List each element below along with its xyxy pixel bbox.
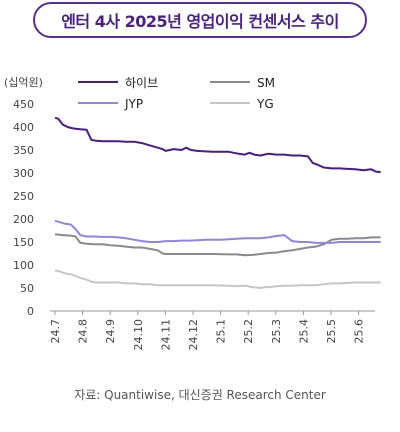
x-tick-label: 25.1 bbox=[215, 319, 228, 344]
y-tick-label: 250 bbox=[13, 190, 34, 203]
x-tick-label: 24.10 bbox=[132, 319, 145, 351]
x-tick-label: 25.5 bbox=[325, 319, 338, 344]
legend-label: YG bbox=[256, 97, 274, 111]
x-tick-label: 25.6 bbox=[353, 319, 366, 344]
x-tick-label: 24.12 bbox=[187, 319, 200, 351]
y-tick-label: 150 bbox=[13, 236, 34, 249]
y-axis: 0 50 100 150 200 250 300 350 400 450 bbox=[13, 98, 375, 318]
y-axis-unit: (십억원) bbox=[4, 76, 43, 89]
series-line-YG bbox=[54, 269, 381, 289]
chart-title-pill: 엔터 4사 2025년 영업이익 컨센서스 추이 bbox=[33, 2, 367, 38]
y-tick-label: 300 bbox=[13, 167, 34, 180]
y-tick-label: 400 bbox=[13, 121, 34, 134]
x-tick-label: 24.11 bbox=[159, 319, 172, 351]
legend-label: JYP bbox=[124, 97, 143, 111]
source-note: 자료: Quantiwise, 대신증권 Research Center bbox=[74, 388, 326, 402]
x-tick-label: 24.9 bbox=[104, 319, 117, 344]
legend-label: SM bbox=[257, 76, 275, 90]
y-tick-label: 50 bbox=[20, 282, 34, 295]
y-tick-label: 200 bbox=[13, 213, 34, 226]
series-line-JYP bbox=[54, 219, 381, 244]
series-line-하이브 bbox=[54, 116, 381, 174]
x-tick-label: 25.4 bbox=[297, 319, 310, 344]
y-tick-label: 100 bbox=[13, 259, 34, 272]
x-tick-label: 24.7 bbox=[49, 319, 62, 344]
y-tick-label: 350 bbox=[13, 144, 34, 157]
series-lines bbox=[54, 116, 381, 289]
legend: 하이브 SM JYP YG bbox=[78, 76, 275, 111]
x-tick-label: 25.2 bbox=[242, 319, 255, 344]
x-tick-label: 24.8 bbox=[77, 319, 90, 344]
line-chart: 0 50 100 150 200 250 300 350 400 450 24.7 24.8 24.9… bbox=[13, 76, 381, 351]
x-tick-label: 25.3 bbox=[270, 319, 283, 344]
y-tick-label: 450 bbox=[13, 98, 34, 111]
chart-title: 엔터 4사 2025년 영업이익 컨센서스 추이 bbox=[61, 12, 339, 31]
legend-label: 하이브 bbox=[125, 76, 158, 90]
y-tick-label: 0 bbox=[27, 305, 34, 318]
x-axis: 24.7 24.8 24.9 24.10 24.11 24.12 25.1 25.2 25.3 2… bbox=[49, 311, 366, 351]
